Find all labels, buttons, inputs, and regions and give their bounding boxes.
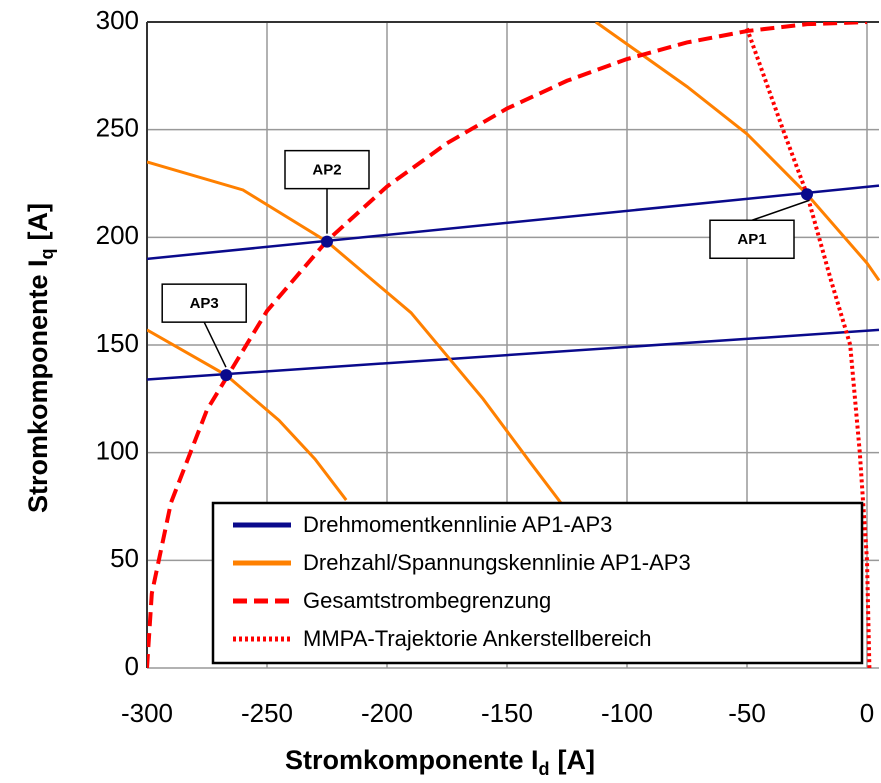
series-line xyxy=(147,328,880,381)
axis-label-unit: [A] xyxy=(23,203,53,240)
y-tick-label: 300 xyxy=(96,5,139,35)
points: AP1 AP2 AP3 xyxy=(161,149,813,382)
point xyxy=(801,188,813,201)
x-tick-label: -300 xyxy=(121,698,173,728)
series-line xyxy=(594,22,881,282)
callout-box xyxy=(161,283,247,323)
grid xyxy=(146,21,879,669)
x-tick-label: -50 xyxy=(728,698,766,728)
y-tick-label: 100 xyxy=(96,436,139,466)
series-line xyxy=(147,328,348,501)
y-tick-label: 200 xyxy=(96,220,139,250)
axis-label-main: Stromkomponente I xyxy=(23,259,53,513)
y-tick-label: 50 xyxy=(110,543,139,573)
point xyxy=(220,369,233,382)
callout-arrow xyxy=(751,199,810,221)
legend: Drehmomentkennlinie AP1-AP3 Drehzahl/Span… xyxy=(211,501,864,665)
callout-box xyxy=(709,219,795,260)
x-tick-label: -250 xyxy=(241,698,293,728)
callout-label: AP1 xyxy=(737,231,766,248)
x-tick-label: -200 xyxy=(361,698,413,728)
callout-box xyxy=(284,149,370,190)
series-line xyxy=(147,22,868,668)
axis-label-main: Stromkomponente I xyxy=(285,745,539,775)
point xyxy=(321,235,333,248)
series-line xyxy=(147,160,573,519)
series-line xyxy=(147,184,880,261)
legend-box xyxy=(211,501,864,665)
callout-label: AP2 xyxy=(312,162,341,179)
y-tick-label: 0 xyxy=(125,651,139,681)
x-tick-label: -150 xyxy=(481,698,533,728)
y-tick-label: 250 xyxy=(96,113,139,143)
axis-label-sub: q xyxy=(37,248,57,259)
y-tick-label: 150 xyxy=(96,328,139,358)
labels: -300 -250 -200 -150 -100 -50 0 0 50 100 150 200 250 3… xyxy=(23,5,874,779)
x-tick-label: 0 xyxy=(860,698,874,728)
legend-label: Drehmomentkennlinie AP1-AP3 xyxy=(303,512,612,537)
axis-label: Stromkomponente Id [A] xyxy=(285,745,595,779)
callout-arrow xyxy=(203,321,227,368)
callout-label: AP3 xyxy=(190,295,219,312)
legend-label: Gesamtstrombegrenzung xyxy=(303,588,551,613)
axis-label-unit: [A] xyxy=(558,745,595,775)
x-tick-label: -100 xyxy=(601,698,653,728)
axis-label-sub: d xyxy=(539,759,550,779)
legend-label: MMPA-Trajektorie Ankerstellbereich xyxy=(303,626,651,651)
legend-label: Drehzahl/Spannungskennlinie AP1-AP3 xyxy=(303,550,691,575)
curves xyxy=(147,22,881,668)
axis-label: Stromkomponente Iq [A] xyxy=(23,203,57,513)
